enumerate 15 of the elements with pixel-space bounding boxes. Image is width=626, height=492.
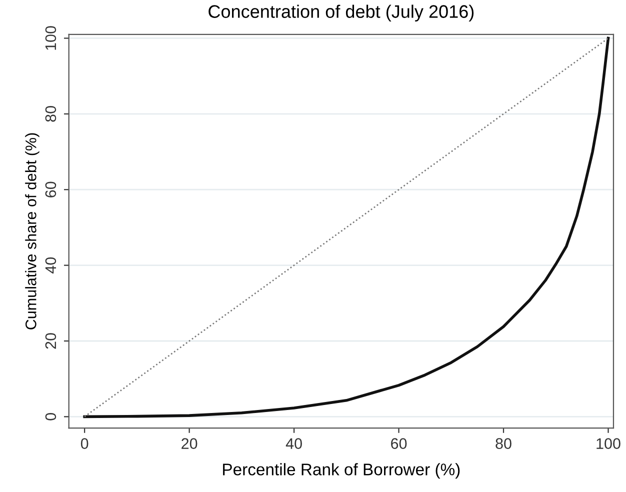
x-tick-label: 0	[80, 438, 88, 449]
x-tick-label: 100	[596, 438, 620, 449]
y-tick-label: 40	[45, 257, 56, 274]
x-axis-title: Percentile Rank of Borrower (%)	[223, 463, 460, 479]
x-tick-label: 60	[391, 438, 407, 449]
y-tick-label: 20	[45, 333, 56, 349]
chart-title: Concentration of debt (July 2016)	[208, 4, 474, 22]
y-tick-label: 80	[45, 106, 56, 122]
x-tick-label: 80	[496, 438, 512, 449]
y-axis-title: Cumulative share of debt (%)	[25, 133, 40, 330]
y-tick-label: 60	[45, 182, 56, 198]
x-tick-label: 40	[286, 438, 302, 449]
y-tick-label: 0	[45, 413, 56, 420]
y-tick-label: 100	[45, 26, 56, 50]
x-tick-label: 20	[182, 438, 198, 449]
